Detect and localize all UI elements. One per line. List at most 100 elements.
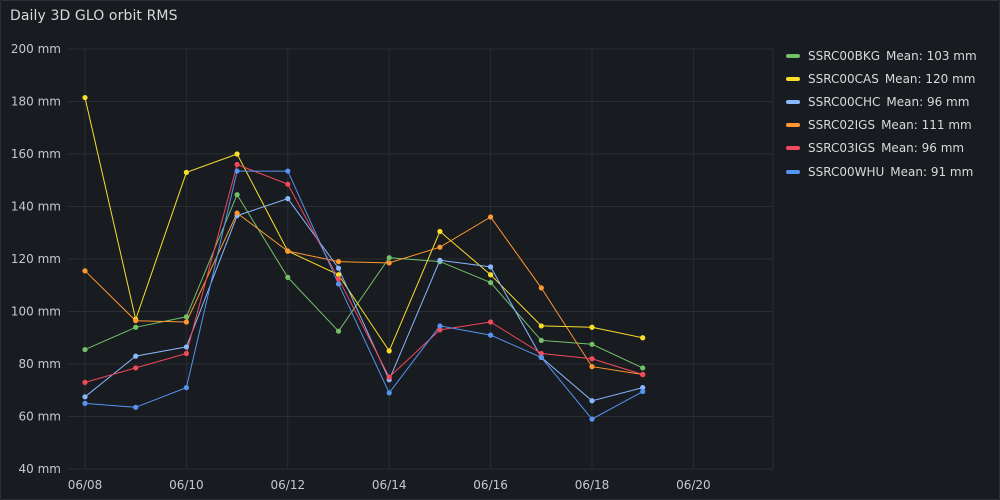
data-point-ssrc00bkg [589, 341, 595, 347]
y-tick-label: 80 mm [19, 357, 61, 371]
legend-series-name: SSRC00CHC [808, 94, 881, 109]
y-tick-label: 140 mm [11, 200, 61, 214]
series-line-ssrc02igs [84, 212, 643, 375]
data-point-ssrc00cas [234, 151, 240, 157]
series-line-ssrc00bkg [84, 193, 643, 369]
x-tick-label: 06/20 [676, 478, 711, 492]
y-axis: 40 mm 60 mm 80 mm 100 mm 120 mm 140 mm 160 mm 1… [11, 42, 61, 476]
legend-swatch [786, 169, 800, 174]
data-point-ssrc00cas [538, 323, 544, 329]
data-point-ssrc02igs [133, 318, 139, 324]
data-point-ssrc00chc [133, 353, 139, 359]
data-point-ssrc02igs [386, 260, 392, 266]
data-point-ssrc02igs [183, 319, 189, 325]
data-point-ssrc00whu [285, 168, 291, 174]
legend-swatch [786, 76, 800, 81]
data-point-ssrc02igs [285, 248, 291, 254]
x-tick-label: 06/08 [68, 478, 103, 492]
series-line-ssrc00chc [84, 198, 643, 402]
data-point-ssrc03igs [538, 350, 544, 357]
data-point-ssrc03igs [285, 181, 291, 187]
data-point-ssrc00whu [589, 416, 595, 422]
legend-item-ssrc02igs[interactable]: SSRC02IGS Mean: 111 mm [786, 114, 977, 137]
data-point-ssrc02igs [82, 268, 88, 274]
x-tick-label: 06/14 [372, 478, 407, 492]
legend-series-name: SSRC00CAS [808, 71, 879, 86]
data-point-ssrc00chc [82, 394, 88, 400]
data-point-ssrc03igs [82, 379, 88, 385]
data-point-ssrc00whu [183, 385, 189, 391]
data-point-ssrc02igs [538, 285, 544, 291]
grid-lines [68, 48, 774, 470]
data-point-ssrc00cas [335, 272, 342, 278]
data-point-ssrc00whu [640, 388, 646, 395]
data-point-ssrc03igs [640, 371, 646, 378]
data-point-ssrc00cas [82, 94, 88, 101]
data-point-ssrc00whu [335, 281, 342, 287]
x-tick-label: 06/16 [473, 478, 508, 492]
legend-series-name: SSRC03IGS [808, 141, 876, 156]
legend-series-mean: Mean: 120 mm [884, 71, 976, 86]
legend-item-ssrc03igs[interactable]: SSRC03IGS Mean: 96 mm [786, 137, 977, 160]
y-tick-label: 200 mm [11, 42, 61, 56]
y-tick-label: 180 mm [11, 95, 61, 109]
data-point-ssrc00bkg [335, 328, 342, 334]
data-point-ssrc00cas [640, 335, 646, 341]
data-point-ssrc00chc [589, 398, 595, 404]
data-point-ssrc03igs [437, 327, 443, 333]
data-point-ssrc00bkg [386, 255, 392, 261]
legend-item-ssrc00chc[interactable]: SSRC00CHC Mean: 96 mm [786, 90, 977, 113]
x-tick-label: 06/10 [169, 478, 204, 492]
legend-swatch [786, 53, 800, 58]
data-point-ssrc00bkg [538, 337, 544, 343]
y-tick-label: 100 mm [11, 305, 61, 319]
data-point-ssrc00bkg [133, 324, 139, 330]
data-point-ssrc00chc [640, 385, 646, 391]
data-point-ssrc00bkg [640, 365, 646, 371]
x-tick-label: 06/12 [271, 478, 306, 492]
legend-series-name: SSRC02IGS [808, 118, 876, 133]
data-point-ssrc00cas [437, 228, 443, 235]
legend-item-ssrc00whu[interactable]: SSRC00WHU Mean: 91 mm [786, 160, 977, 183]
panel-title: Daily 3D GLO orbit RMS [10, 8, 178, 24]
series-line-ssrc00whu [84, 170, 643, 420]
data-point-ssrc00whu [488, 332, 494, 338]
legend-item-ssrc00cas[interactable]: SSRC00CAS Mean: 120 mm [786, 67, 977, 90]
data-point-ssrc03igs [589, 356, 595, 362]
data-point-ssrc02igs [589, 364, 595, 370]
data-point-ssrc00bkg [82, 346, 88, 353]
legend-series-mean: Mean: 91 mm [890, 164, 974, 179]
legend-item-ssrc00bkg[interactable]: SSRC00BKG Mean: 103 mm [786, 44, 977, 67]
legend: SSRC00BKG Mean: 103 mm SSRC00CAS Mean: 120 … [786, 44, 977, 183]
y-tick-label: 160 mm [11, 147, 61, 161]
data-point-ssrc00whu [133, 404, 139, 410]
data-point-ssrc00chc [488, 264, 494, 270]
legend-series-mean: Mean: 111 mm [881, 118, 972, 133]
data-point-ssrc00bkg [488, 280, 494, 286]
legend-series-name: SSRC00WHU [808, 164, 885, 179]
data-point-ssrc00chc [183, 344, 189, 350]
data-point-ssrc00bkg [234, 192, 240, 198]
x-axis: 06/08 06/10 06/12 06/14 06/16 06/18 06/20 [68, 478, 711, 492]
legend-series-mean: Mean: 96 mm [886, 94, 970, 109]
data-point-ssrc00chc [335, 265, 342, 271]
data-point-ssrc00whu [437, 323, 443, 329]
data-point-ssrc00whu [234, 168, 240, 174]
data-point-ssrc00chc [285, 196, 291, 202]
y-tick-label: 40 mm [19, 462, 61, 476]
data-point-ssrc03igs [488, 319, 494, 325]
data-point-ssrc00cas [386, 348, 392, 354]
data-point-ssrc03igs [183, 350, 189, 357]
data-point-ssrc02igs [234, 210, 240, 216]
data-point-ssrc03igs [234, 161, 240, 168]
legend-swatch [786, 99, 800, 104]
series-group [82, 94, 646, 422]
legend-series-mean: Mean: 103 mm [886, 48, 977, 63]
data-point-ssrc00cas [183, 169, 189, 175]
legend-series-mean: Mean: 96 mm [881, 141, 965, 156]
data-point-ssrc03igs [133, 365, 139, 371]
legend-swatch [786, 123, 800, 128]
legend-series-name: SSRC00BKG [808, 48, 881, 63]
series-line-ssrc03igs [84, 163, 643, 383]
